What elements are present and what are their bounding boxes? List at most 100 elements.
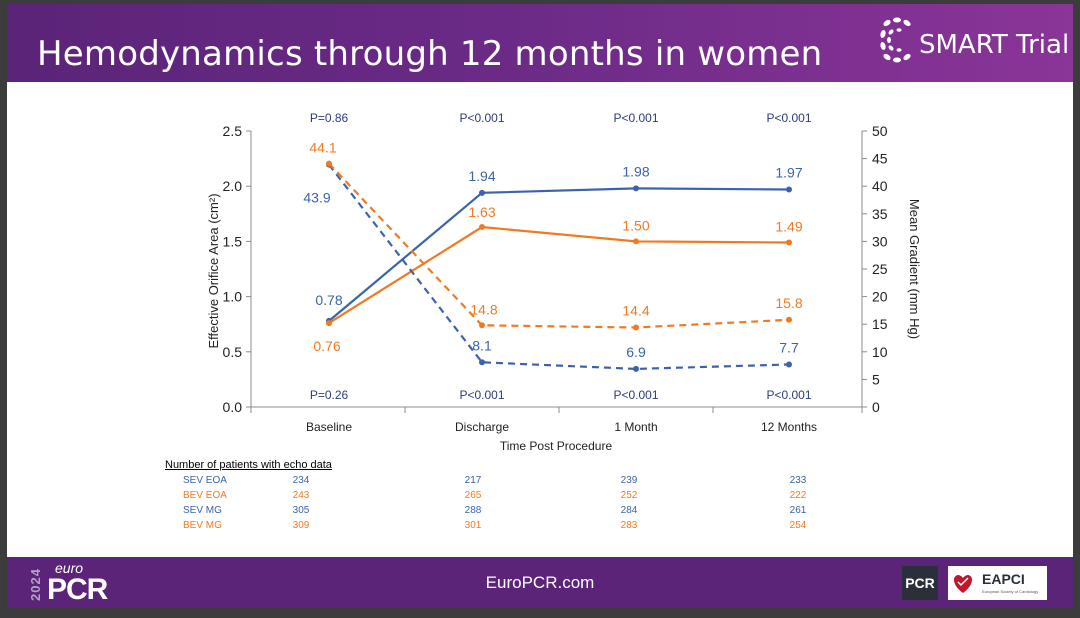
hemodynamics-chart: 0.0 0.5 1.0 1.5 2.0 2.5 0 5 10 15 20 25 30 35 40 45 50 Ba… — [206, 111, 922, 453]
pcr-badge: PCR — [902, 566, 938, 600]
patients-table-cell: 243 — [292, 490, 310, 501]
series-line-bev_mg — [328, 162, 790, 329]
y-left-tick-label: 0.0 — [223, 399, 243, 415]
patients-table-cell: 252 — [620, 490, 638, 501]
patients-table-cell: 239 — [620, 475, 638, 486]
y-right-tick-label: 40 — [872, 178, 888, 194]
y-right-tick-label: 25 — [872, 261, 888, 277]
eapci-sub-label: European Society of Cardiology — [982, 589, 1039, 594]
p-value-top: P=0.86 — [310, 111, 349, 125]
patients-table-cell: 261 — [789, 505, 807, 516]
data-label-sev_eoa: 0.78 — [315, 292, 342, 308]
smart-trial-label: SMART Trial — [919, 30, 1070, 60]
data-label-sev_mg: 43.9 — [303, 190, 330, 206]
slide-title: Hemodynamics through 12 months in women — [37, 34, 823, 74]
patients-table-cell: 305 — [292, 505, 310, 516]
patients-table-cell: 254 — [789, 520, 807, 531]
y-left-tick-label: 1.5 — [223, 233, 243, 249]
patients-table-cell: 233 — [789, 475, 807, 486]
y-right-axis-title: Mean Gradient (mm Hg) — [907, 199, 922, 339]
patients-table-cell: 217 — [464, 475, 482, 486]
footer-url: EuroPCR.com — [485, 573, 595, 592]
patients-table-heading: Number of patients with echo data — [165, 459, 332, 471]
header-bar: Hemodynamics through 12 months in women — [7, 4, 1073, 82]
series-line-sev_eoa — [328, 187, 790, 322]
series-point-sev_eoa — [633, 185, 639, 192]
patients-table-row-label: BEV MG — [183, 520, 222, 531]
y-right-tick-label: 5 — [872, 371, 880, 387]
x-axis-title: Time Post Procedure — [500, 439, 613, 453]
patients-table-cell: 283 — [620, 520, 638, 531]
y-left-tick-label: 0.5 — [223, 344, 243, 360]
patients-table-cell: 301 — [464, 520, 482, 531]
data-label-sev_mg: 6.9 — [626, 344, 646, 360]
data-label-bev_mg: 14.8 — [470, 301, 497, 317]
series-point-bev_eoa — [479, 224, 485, 231]
series-point-sev_mg — [479, 359, 485, 366]
series-point-bev_mg — [326, 160, 332, 167]
patients-table-row-label: BEV EOA — [183, 490, 227, 501]
x-category-label: 12 Months — [761, 420, 817, 434]
y-right-tick-label: 30 — [872, 233, 888, 249]
eapci-label: EAPCI — [982, 571, 1025, 587]
patients-table-cell: 234 — [292, 475, 310, 486]
p-value-bottom: P<0.001 — [459, 388, 504, 402]
x-category-label: Baseline — [306, 420, 352, 434]
p-value-top: P<0.001 — [459, 111, 504, 125]
x-category-label: 1 Month — [614, 420, 657, 434]
patients-table-row-label: SEV EOA — [183, 475, 227, 486]
y-right-tick-label: 45 — [872, 151, 888, 167]
data-label-bev_eoa: 1.50 — [622, 217, 649, 233]
data-label-bev_eoa: 0.76 — [313, 338, 340, 354]
y-left-tick-label: 1.0 — [223, 289, 243, 305]
series-line-sev_mg — [328, 163, 790, 371]
data-label-sev_mg: 8.1 — [472, 337, 492, 353]
series-point-sev_mg — [786, 361, 792, 368]
x-category-label: Discharge — [455, 420, 509, 434]
data-label-sev_eoa: 1.97 — [775, 165, 802, 181]
data-label-bev_eoa: 1.49 — [775, 219, 802, 235]
y-left-tick-label: 2.5 — [223, 123, 243, 139]
eapci-logo: EAPCI European Society of Cardiology — [948, 566, 1047, 600]
y-right-tick-label: 20 — [872, 289, 888, 305]
p-value-bottom: P<0.001 — [613, 388, 658, 402]
series-point-bev_mg — [479, 322, 485, 329]
series-point-bev_eoa — [786, 239, 792, 246]
patients-table-cell: 284 — [620, 505, 638, 516]
y-right-tick-label: 15 — [872, 316, 888, 332]
series-point-sev_eoa — [479, 189, 485, 196]
europcr-pcr-text: PCR — [47, 573, 108, 606]
y-right-tick-label: 35 — [872, 206, 888, 222]
series-line-bev_eoa — [328, 225, 790, 325]
smart-dots-icon — [880, 17, 911, 63]
data-label-bev_eoa: 1.63 — [468, 204, 495, 220]
patients-table-cell: 309 — [292, 520, 310, 531]
slide: Hemodynamics through 12 months in women — [7, 4, 1073, 608]
y-right-tick-label: 10 — [872, 344, 888, 360]
patients-table-cell: 265 — [464, 490, 482, 501]
data-label-sev_mg: 7.7 — [779, 339, 799, 355]
y-right-tick-label: 0 — [872, 399, 880, 415]
series-point-sev_mg — [633, 365, 639, 372]
y-left-tick-label: 2.0 — [223, 178, 243, 194]
patients-table: Number of patients with echo data SEV EO… — [165, 459, 945, 549]
patients-table-cell: 222 — [789, 490, 807, 501]
series-point-bev_eoa — [326, 320, 332, 327]
p-value-bottom: P<0.001 — [766, 388, 811, 402]
footer-bar: 2024 euro PCR EuroPCR.com PCR EAPCI Euro… — [7, 557, 1073, 608]
data-label-bev_mg: 14.4 — [622, 303, 649, 319]
europcr-euro-text: euro — [55, 560, 84, 576]
data-label-sev_eoa: 1.94 — [468, 168, 495, 184]
patients-table-row-label: SEV MG — [183, 505, 222, 516]
patients-table-cell: 288 — [464, 505, 482, 516]
p-value-bottom: P=0.26 — [310, 388, 349, 402]
data-label-bev_mg: 44.1 — [309, 140, 336, 156]
series-point-bev_mg — [786, 316, 792, 323]
smart-trial-logo: SMART Trial — [877, 10, 1070, 80]
y-right-tick-label: 50 — [872, 123, 888, 139]
y-left-axis-title: Effective Orifice Area (cm²) — [206, 193, 221, 348]
europcr-logo: 2024 euro PCR — [25, 560, 135, 607]
data-label-bev_mg: 15.8 — [775, 295, 802, 311]
eapci-heart-icon — [953, 575, 973, 593]
p-value-top: P<0.001 — [766, 111, 811, 125]
